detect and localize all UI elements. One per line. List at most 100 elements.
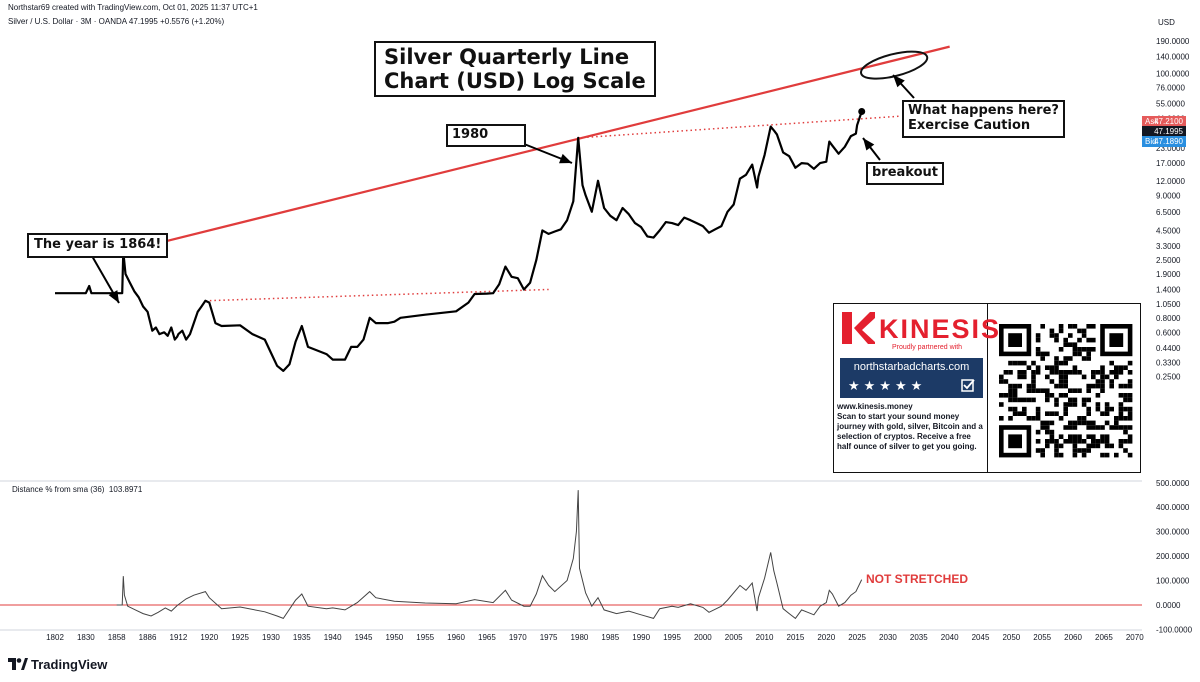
qr-module — [1022, 411, 1027, 416]
qr-module — [1100, 365, 1105, 370]
qr-module — [1127, 439, 1133, 444]
qr-module — [1118, 439, 1124, 444]
qr-module — [1091, 347, 1096, 352]
qr-module — [1104, 374, 1110, 380]
time-axis-tick: 1920 — [200, 633, 218, 642]
qr-module — [1058, 434, 1064, 439]
time-axis-tick: 2030 — [879, 633, 897, 642]
bid-badge: Bid 47.1890 — [1142, 136, 1186, 147]
qr-module — [1063, 374, 1068, 380]
qr-module — [1077, 416, 1082, 421]
kinesis-brand: KINESIS — [879, 314, 1002, 344]
qr-module — [1068, 434, 1073, 439]
time-axis-tick: 1912 — [170, 633, 188, 642]
qr-code-icon — [999, 324, 1133, 458]
qr-module — [1086, 324, 1091, 329]
qr-module — [1091, 374, 1096, 380]
qr-module — [1063, 337, 1068, 343]
qr-module — [1035, 388, 1041, 393]
qr-module — [1081, 448, 1087, 453]
qr-module — [1086, 411, 1091, 416]
qr-module — [1109, 360, 1114, 366]
qr-module — [1118, 416, 1124, 421]
qr-module — [1091, 443, 1096, 449]
qr-module — [1127, 411, 1133, 416]
qr-module — [1091, 439, 1096, 444]
price-axis-tick: 140.0000 — [1156, 52, 1190, 61]
indicator-axis-tick: -100.0000 — [1156, 625, 1193, 634]
qr-module — [1118, 393, 1124, 398]
qr-module — [1077, 328, 1082, 334]
qr-module — [1063, 383, 1068, 389]
qr-module — [1058, 324, 1064, 329]
qr-module — [1104, 406, 1110, 412]
qr-module — [1081, 420, 1087, 426]
qr-module — [1068, 342, 1073, 347]
qr-module — [1035, 416, 1041, 421]
qr-module — [1100, 370, 1105, 375]
qr-module — [1091, 383, 1096, 389]
qr-module — [1095, 383, 1101, 389]
qr-module — [1091, 324, 1096, 329]
qr-module — [1031, 374, 1036, 380]
qr-module — [1104, 420, 1110, 426]
qr-module — [1072, 365, 1078, 370]
qr-module — [1095, 443, 1101, 449]
price-axis-tick: 2.5000 — [1156, 256, 1181, 265]
qr-module — [1058, 360, 1064, 366]
qr-module — [1100, 388, 1105, 393]
qr-module — [1049, 328, 1055, 334]
silver-price-line — [55, 111, 863, 372]
qr-module — [1127, 406, 1133, 412]
time-axis-tick: 2035 — [910, 633, 928, 642]
qr-module — [1008, 397, 1013, 403]
qr-module — [1035, 351, 1041, 357]
qr-module — [1054, 443, 1059, 449]
time-axis-tick: 1980 — [571, 633, 589, 642]
qr-module — [1068, 333, 1073, 338]
qr-module — [1008, 406, 1013, 412]
kinesis-description: Scan to start your sound money journey w… — [837, 412, 983, 451]
qr-module — [1017, 411, 1022, 416]
qr-module — [1063, 360, 1068, 366]
bid-label: Bid — [1145, 137, 1157, 146]
qr-module — [1123, 448, 1128, 453]
qr-module — [1049, 429, 1055, 435]
qr-module — [1077, 420, 1082, 426]
time-axis-tick: 2070 — [1126, 633, 1144, 642]
qr-module — [1068, 402, 1073, 407]
qr-module — [1100, 452, 1105, 458]
qr-module — [1035, 406, 1041, 412]
ask-label: Ask — [1145, 117, 1159, 126]
qr-module — [1017, 360, 1022, 366]
price-axis-tick: 1.4000 — [1156, 285, 1181, 294]
qr-module — [1040, 425, 1045, 430]
qr-module — [1045, 411, 1050, 416]
qr-module — [1086, 448, 1091, 453]
qr-module — [1100, 411, 1105, 416]
qr-module — [1017, 374, 1022, 380]
kinesis-tagline: Proudly partnered with — [892, 344, 963, 351]
qr-module — [1068, 397, 1073, 403]
qr-module — [1031, 383, 1036, 389]
qr-module — [1068, 356, 1073, 361]
qr-module — [1072, 351, 1078, 357]
qr-module — [1035, 439, 1041, 444]
qr-module — [1068, 388, 1073, 393]
not-stretched-label: NOT STRETCHED — [866, 572, 968, 586]
kinesis-url: www.kinesis.money — [837, 402, 913, 411]
last-price-value: 47.1995 — [1154, 127, 1183, 136]
qr-module — [1045, 429, 1050, 435]
qr-module — [1104, 434, 1110, 439]
time-axis-tick: 2065 — [1095, 633, 1113, 642]
qr-module — [1086, 351, 1091, 357]
qr-module — [1109, 383, 1114, 389]
qr-module — [1109, 370, 1114, 375]
qr-module — [1058, 379, 1064, 384]
qr-module — [1077, 439, 1082, 444]
qr-module — [999, 416, 1004, 421]
qr-module — [1091, 420, 1096, 426]
qr-module — [1118, 406, 1124, 412]
qr-module — [1095, 393, 1101, 398]
star-rating-icon: ★★★★★ — [848, 378, 927, 393]
